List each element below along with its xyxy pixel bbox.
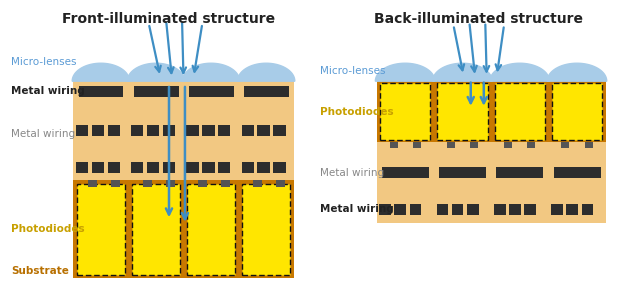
Text: Back-illuminated structure: Back-illuminated structure <box>373 12 583 26</box>
Polygon shape <box>182 63 240 81</box>
Bar <box>92 162 104 173</box>
Bar <box>218 125 231 136</box>
Bar <box>447 142 455 148</box>
Bar <box>163 162 176 173</box>
Bar <box>76 162 88 173</box>
Bar <box>273 162 286 173</box>
Bar <box>133 86 179 97</box>
Bar <box>163 125 176 136</box>
Bar <box>258 162 269 173</box>
Bar <box>218 162 231 173</box>
Bar <box>410 204 421 215</box>
Text: Photodiodes: Photodiodes <box>320 106 394 117</box>
Bar <box>561 142 570 148</box>
Bar <box>276 180 285 187</box>
Text: Metal wiring: Metal wiring <box>320 168 384 178</box>
Bar <box>131 125 143 136</box>
Bar <box>132 184 180 275</box>
Polygon shape <box>375 63 435 81</box>
Bar <box>188 86 234 97</box>
Text: Micro-lenses: Micro-lenses <box>320 66 386 76</box>
Polygon shape <box>547 63 607 81</box>
Bar <box>496 167 543 178</box>
Bar <box>552 83 602 140</box>
Bar <box>470 142 478 148</box>
Bar <box>187 184 235 275</box>
Bar <box>452 204 464 215</box>
Bar <box>92 125 104 136</box>
Text: Micro-lenses: Micro-lenses <box>11 57 77 67</box>
Bar <box>494 204 506 215</box>
Bar <box>380 83 430 140</box>
Bar <box>111 180 120 187</box>
Bar <box>131 162 143 173</box>
Bar <box>258 125 269 136</box>
Bar <box>585 142 593 148</box>
Text: Metal wiring: Metal wiring <box>11 129 75 139</box>
Bar <box>253 180 262 187</box>
Bar <box>376 81 606 142</box>
Bar <box>566 204 578 215</box>
Bar <box>382 167 429 178</box>
Text: Metal wiring: Metal wiring <box>11 86 85 96</box>
Bar <box>394 204 406 215</box>
Bar <box>242 184 290 275</box>
Bar <box>244 86 289 97</box>
Bar <box>88 180 96 187</box>
Bar <box>525 204 536 215</box>
Bar <box>389 142 397 148</box>
Bar <box>147 162 159 173</box>
Bar <box>202 125 214 136</box>
Polygon shape <box>72 63 130 81</box>
Bar <box>198 180 206 187</box>
Bar <box>78 86 124 97</box>
Polygon shape <box>490 63 549 81</box>
Bar <box>438 83 488 140</box>
Bar <box>242 125 253 136</box>
Text: Substrate: Substrate <box>11 266 69 276</box>
Bar <box>166 180 175 187</box>
Bar <box>108 125 121 136</box>
Bar <box>221 180 230 187</box>
Bar <box>554 167 601 178</box>
Text: Front-illuminated structure: Front-illuminated structure <box>62 12 276 26</box>
Bar <box>494 83 545 140</box>
Bar <box>74 81 294 180</box>
Bar <box>509 204 520 215</box>
Bar <box>147 125 159 136</box>
Bar <box>202 162 214 173</box>
Bar <box>582 204 593 215</box>
Text: Photodiodes: Photodiodes <box>11 224 85 234</box>
Polygon shape <box>127 63 185 81</box>
Bar <box>551 204 563 215</box>
Text: Metal wiring: Metal wiring <box>320 204 394 214</box>
Bar <box>437 204 448 215</box>
Bar <box>76 125 88 136</box>
Bar <box>439 167 486 178</box>
Bar <box>413 142 421 148</box>
Bar <box>74 180 294 278</box>
Bar <box>242 162 253 173</box>
Bar <box>273 125 286 136</box>
Bar <box>379 204 391 215</box>
Polygon shape <box>433 63 492 81</box>
Bar <box>467 204 479 215</box>
Bar <box>187 125 198 136</box>
Bar <box>74 80 294 81</box>
Bar <box>108 162 121 173</box>
Bar <box>143 180 151 187</box>
Bar <box>504 142 512 148</box>
Bar <box>187 162 198 173</box>
Polygon shape <box>237 63 295 81</box>
Bar <box>376 142 606 223</box>
Bar <box>77 184 125 275</box>
Bar <box>527 142 535 148</box>
